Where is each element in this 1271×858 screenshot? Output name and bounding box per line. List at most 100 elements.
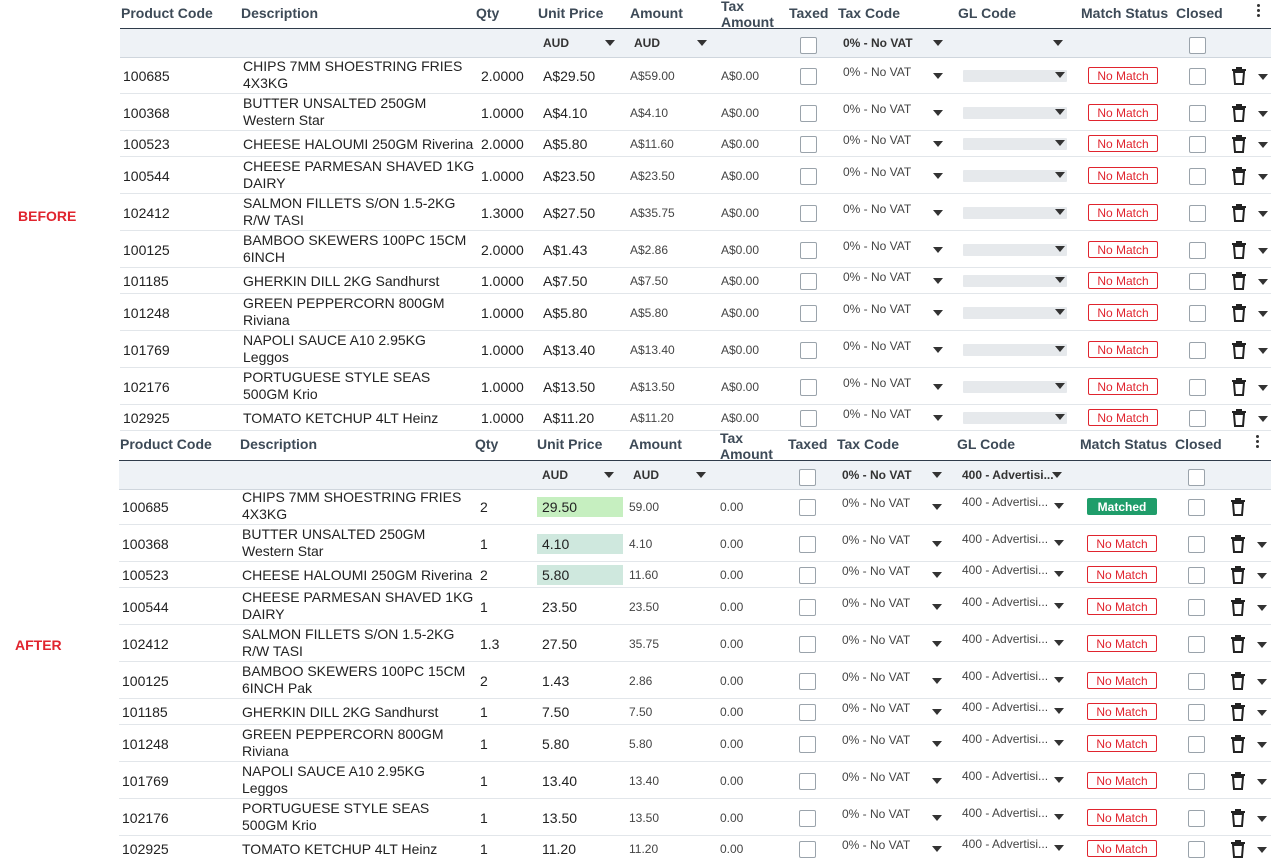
- gl-code-select[interactable]: 400 - Advertisi...: [962, 532, 1049, 546]
- closed-checkbox[interactable]: [1188, 499, 1205, 516]
- delete-trash-icon[interactable]: [1230, 498, 1246, 521]
- header-match-status[interactable]: Match Status: [1080, 436, 1168, 452]
- unit-price-currency-dropdown-icon[interactable]: [604, 472, 614, 478]
- gl-code-select[interactable]: 400 - Advertisi...: [962, 806, 1049, 820]
- row-actions-dropdown-icon[interactable]: [1257, 816, 1267, 822]
- table-row[interactable]: 100685 CHIPS 7MM SHOESTRING FRIES 4X3KG 2.…: [120, 57, 1271, 94]
- row-actions-dropdown-icon[interactable]: [1257, 847, 1267, 853]
- gl-code-filter-dropdown-icon[interactable]: [1053, 40, 1063, 46]
- gl-code-filter-dropdown-icon[interactable]: [1052, 472, 1062, 478]
- tax-code-dropdown-icon[interactable]: [933, 384, 943, 390]
- unit-price[interactable]: A$27.50: [543, 204, 596, 221]
- match-status-badge[interactable]: No Match: [1088, 67, 1158, 84]
- taxed-checkbox[interactable]: [799, 841, 816, 858]
- tax-code-dropdown-icon[interactable]: [933, 415, 943, 421]
- tax-code-dropdown-icon[interactable]: [932, 541, 942, 547]
- match-status-badge[interactable]: No Match: [1087, 735, 1157, 752]
- tax-code-select[interactable]: 0% - No VAT: [843, 101, 912, 116]
- row-actions-dropdown-icon[interactable]: [1258, 311, 1268, 317]
- row-actions-dropdown-icon[interactable]: [1258, 142, 1268, 148]
- qty[interactable]: 2.0000: [481, 136, 524, 152]
- qty[interactable]: 1: [480, 841, 488, 857]
- taxed-checkbox[interactable]: [800, 305, 817, 322]
- tax-code-filter-dropdown-icon[interactable]: [933, 40, 943, 46]
- gl-code-select[interactable]: 400 - Advertisi...: [962, 837, 1049, 851]
- table-row[interactable]: 101248 GREEN PEPPERCORN 800GM Riviana 1 5.8…: [119, 725, 1271, 762]
- match-status-badge[interactable]: No Match: [1088, 241, 1158, 258]
- header-tax-amount[interactable]: Tax Amount: [721, 0, 774, 30]
- qty[interactable]: 1.0000: [481, 341, 524, 358]
- table-row[interactable]: 100523 CHEESE HALOUMI 250GM Riverina 2 5.80…: [119, 562, 1271, 588]
- tax-code-select[interactable]: 0% - No VAT: [842, 806, 911, 821]
- header-taxed[interactable]: Taxed: [789, 5, 829, 21]
- delete-trash-icon[interactable]: [1231, 135, 1247, 158]
- tax-code-dropdown-icon[interactable]: [932, 778, 942, 784]
- gl-code-dropdown-icon[interactable]: [1055, 309, 1065, 315]
- unit-price[interactable]: A$13.50: [543, 378, 596, 395]
- unit-price[interactable]: A$23.50: [543, 167, 596, 184]
- qty[interactable]: 1: [480, 772, 488, 789]
- tax-code-select[interactable]: 0% - No VAT: [842, 701, 911, 715]
- gl-code-select[interactable]: [963, 381, 1067, 393]
- unit-price[interactable]: 23.50: [542, 598, 578, 615]
- table-row[interactable]: 101185 GHERKIN DILL 2KG Sandhurst 1.0000 A$…: [120, 268, 1271, 294]
- taxed-checkbox[interactable]: [799, 499, 816, 516]
- gl-code-dropdown-icon[interactable]: [1054, 503, 1064, 509]
- header-product-code[interactable]: Product Code: [121, 5, 213, 21]
- tax-code-dropdown-icon[interactable]: [933, 347, 943, 353]
- header-taxed[interactable]: Taxed: [788, 436, 828, 452]
- gl-code-dropdown-icon[interactable]: [1054, 814, 1064, 820]
- qty[interactable]: 1: [480, 535, 488, 552]
- tax-code-dropdown-icon[interactable]: [932, 604, 942, 610]
- gl-code-dropdown-icon[interactable]: [1054, 777, 1064, 783]
- delete-trash-icon[interactable]: [1230, 735, 1246, 758]
- tax-code-dropdown-icon[interactable]: [933, 73, 943, 79]
- match-status-badge[interactable]: No Match: [1088, 304, 1158, 321]
- delete-trash-icon[interactable]: [1231, 204, 1247, 227]
- taxed-checkbox[interactable]: [799, 810, 816, 827]
- match-status-badge[interactable]: No Match: [1088, 167, 1158, 184]
- row-actions-dropdown-icon[interactable]: [1258, 74, 1268, 80]
- row-actions-dropdown-icon[interactable]: [1257, 779, 1267, 785]
- gl-code-select[interactable]: [963, 207, 1067, 219]
- tax-code-select[interactable]: 0% - No VAT: [843, 375, 912, 390]
- tax-code-select[interactable]: 0% - No VAT: [843, 338, 912, 353]
- closed-checkbox[interactable]: [1189, 410, 1206, 427]
- tax-code-select[interactable]: 0% - No VAT: [843, 164, 912, 179]
- qty[interactable]: 2: [480, 672, 488, 689]
- tax-code-select[interactable]: 0% - No VAT: [842, 838, 911, 852]
- taxed-checkbox[interactable]: [799, 636, 816, 653]
- closed-checkbox[interactable]: [1189, 68, 1206, 85]
- qty[interactable]: 1.0000: [481, 104, 524, 121]
- gl-code-select[interactable]: [963, 107, 1067, 119]
- gl-code-select[interactable]: 400 - Advertisi...: [962, 632, 1049, 646]
- tax-code-select[interactable]: 0% - No VAT: [843, 301, 912, 316]
- delete-trash-icon[interactable]: [1230, 598, 1246, 621]
- unit-price[interactable]: 11.20: [542, 841, 576, 857]
- match-status-badge[interactable]: No Match: [1088, 204, 1158, 221]
- closed-checkbox[interactable]: [1189, 379, 1206, 396]
- delete-trash-icon[interactable]: [1231, 409, 1247, 432]
- qty[interactable]: 1.0000: [481, 410, 524, 426]
- table-row[interactable]: 100685 CHIPS 7MM SHOESTRING FRIES 4X3KG 2 2…: [119, 488, 1271, 525]
- table-row[interactable]: 100523 CHEESE HALOUMI 250GM Riverina 2.000…: [120, 131, 1271, 157]
- gl-code-dropdown-icon[interactable]: [1054, 603, 1064, 609]
- closed-filter-checkbox[interactable]: [1188, 469, 1205, 486]
- taxed-checkbox[interactable]: [800, 205, 817, 222]
- closed-checkbox[interactable]: [1189, 273, 1206, 290]
- header-tax-code[interactable]: Tax Code: [838, 5, 900, 21]
- delete-trash-icon[interactable]: [1231, 167, 1247, 190]
- header-closed[interactable]: Closed: [1176, 5, 1223, 21]
- gl-code-dropdown-icon[interactable]: [1054, 677, 1064, 683]
- taxed-checkbox[interactable]: [800, 273, 817, 290]
- qty[interactable]: 2: [480, 498, 488, 515]
- tax-code-select[interactable]: 0% - No VAT: [842, 669, 911, 684]
- column-menu-kebab-icon[interactable]: [1257, 4, 1261, 19]
- unit-price-currency-filter[interactable]: AUD: [543, 36, 569, 50]
- gl-code-dropdown-icon[interactable]: [1055, 346, 1065, 352]
- taxed-checkbox[interactable]: [800, 136, 817, 153]
- match-status-badge[interactable]: No Match: [1087, 809, 1157, 826]
- tax-code-select[interactable]: 0% - No VAT: [842, 769, 911, 784]
- closed-checkbox[interactable]: [1188, 636, 1205, 653]
- taxed-checkbox[interactable]: [800, 342, 817, 359]
